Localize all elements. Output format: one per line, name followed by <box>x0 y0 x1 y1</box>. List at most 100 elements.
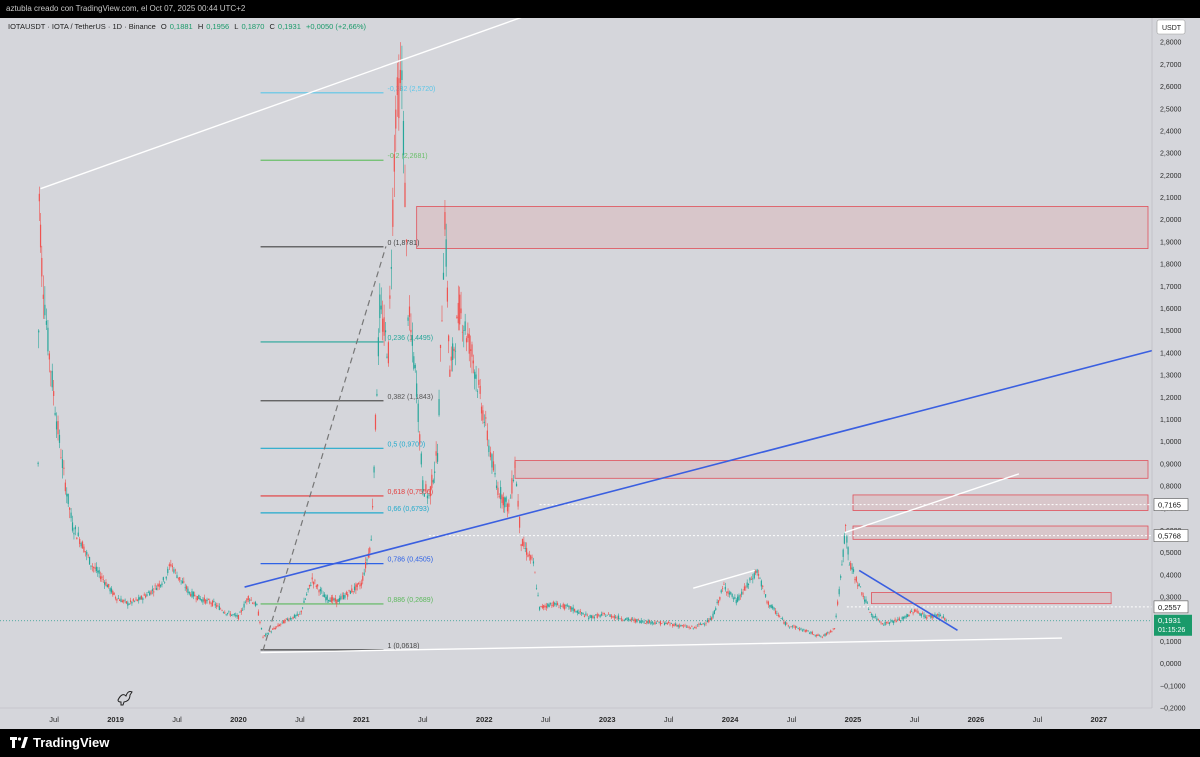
candle-body <box>108 584 110 588</box>
candle-body <box>330 597 332 603</box>
price-chart[interactable]: -0,382 (2,5720) -0,2 (2,2681) 0 (1,8781) 0,… <box>0 18 1200 729</box>
candle-body <box>58 434 61 443</box>
fib-level-label: 0,786 (0,4505) <box>387 557 433 564</box>
candle-body <box>724 586 726 590</box>
candle-body <box>726 591 728 593</box>
candle-body <box>517 500 519 507</box>
candle-body <box>569 606 571 610</box>
candle-body <box>303 600 305 603</box>
candle-body <box>281 621 283 623</box>
candle-body <box>317 584 319 587</box>
candle-body <box>300 610 302 613</box>
candle-body <box>883 625 885 626</box>
candle-body <box>297 614 300 615</box>
candle-body <box>497 487 499 496</box>
candle-body <box>846 536 848 543</box>
candle-body <box>147 592 149 593</box>
candle-body <box>150 590 152 594</box>
candle-body <box>769 605 771 607</box>
y-tick-label: −0,1000 <box>1160 683 1186 690</box>
candle-body <box>884 622 886 626</box>
candle-body <box>125 601 128 604</box>
fib-level-label: 0,618 (0,7556) <box>387 489 433 496</box>
candle-body <box>203 597 205 602</box>
candle-body <box>282 620 285 624</box>
candle-body <box>426 495 429 499</box>
candle-body <box>374 414 377 430</box>
candle-body <box>64 482 66 492</box>
candle-body <box>369 547 371 553</box>
y-tick-label: 0,1000 <box>1160 639 1182 646</box>
candle-body <box>390 266 392 269</box>
candle-body <box>519 516 521 528</box>
candle-body <box>196 596 199 600</box>
candle-body <box>605 616 607 617</box>
candle-body <box>50 371 52 373</box>
candle-body <box>600 613 603 616</box>
candle-body <box>814 635 816 636</box>
candle-body <box>719 597 721 600</box>
candle-body <box>372 506 374 508</box>
candle-body <box>355 584 357 591</box>
candle-body <box>887 622 889 624</box>
candle-body <box>915 609 917 612</box>
candle-body <box>232 614 234 615</box>
candle-body <box>61 459 64 468</box>
candle-body <box>168 564 170 567</box>
candle-body <box>267 633 270 635</box>
candle-body <box>534 572 536 574</box>
candle-body <box>310 584 312 586</box>
candle-body <box>373 466 375 473</box>
candle-body <box>113 592 115 595</box>
chart-area[interactable]: -0,382 (2,5720) -0,2 (2,2681) 0 (1,8781) 0,… <box>0 18 1200 729</box>
candle-body <box>706 619 709 623</box>
candle-body <box>146 594 148 596</box>
candle-body <box>757 574 760 576</box>
price-tag-label: 0,5768 <box>1158 532 1181 541</box>
candle-body <box>351 588 353 593</box>
candle-body <box>520 544 522 546</box>
candle-body <box>205 599 207 604</box>
candle-body <box>293 614 296 618</box>
candle-body <box>44 304 46 316</box>
candle-body <box>90 565 92 567</box>
candle-body <box>907 614 909 617</box>
candle-body <box>86 551 88 555</box>
candle-body <box>480 406 483 414</box>
candle-body <box>445 239 447 267</box>
legend-high: 0,1956 <box>206 22 230 31</box>
candle-body <box>386 356 388 358</box>
candle-body <box>908 614 910 617</box>
candle-body <box>180 580 182 582</box>
candle-body <box>827 632 829 634</box>
candle-body <box>99 576 102 580</box>
candle-body <box>532 561 535 564</box>
candle-body <box>70 512 72 519</box>
candle-body <box>444 212 446 230</box>
candle-body <box>572 607 574 612</box>
candle-body <box>928 615 931 617</box>
x-tick-label: Jul <box>541 715 551 724</box>
candle-body <box>332 597 334 601</box>
candle-body <box>521 538 524 546</box>
candle-body <box>585 613 587 616</box>
price-tag-label: 0,2557 <box>1158 603 1181 612</box>
candle-body <box>640 620 642 623</box>
candle-body <box>683 625 685 627</box>
candle-body <box>63 467 65 469</box>
candle-body <box>781 618 784 620</box>
y-tick-label: 0,8000 <box>1160 484 1182 491</box>
candle-body <box>888 622 891 625</box>
x-tick-label: 2019 <box>107 715 124 724</box>
candle-body <box>165 576 167 579</box>
tradingview-brand[interactable]: TradingView <box>10 735 109 750</box>
candle-body <box>655 623 657 625</box>
candle-body <box>222 612 225 613</box>
candle-body <box>224 612 226 614</box>
candle-body <box>902 616 905 619</box>
candle-body <box>784 622 787 626</box>
candle-body <box>838 589 840 595</box>
candle-body <box>431 474 433 488</box>
candle-body <box>117 598 119 599</box>
candle-body <box>825 633 827 635</box>
